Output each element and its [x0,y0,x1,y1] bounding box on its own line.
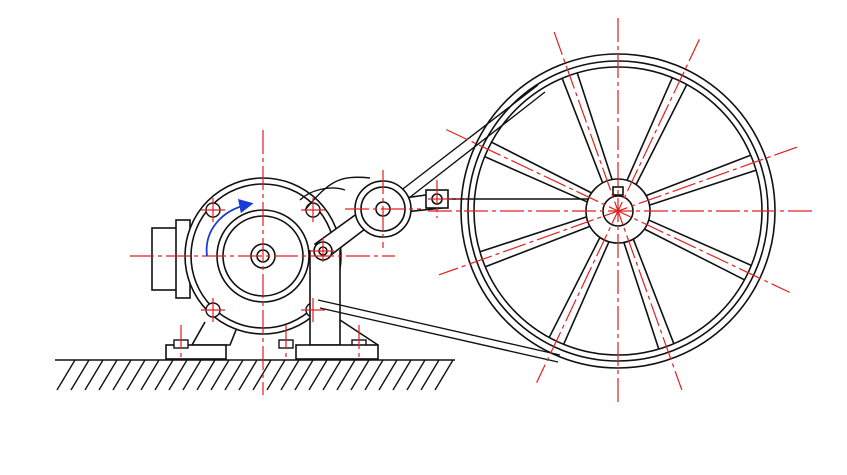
ground-hatch-line [126,359,146,391]
ground-hatch-line [70,359,90,391]
ground-hatch-line [154,359,174,391]
pulley-spoke-edge [548,237,601,339]
ground-hatch-line [378,359,398,391]
pulley-spoke-edge [644,228,746,281]
tensioner-support [295,250,379,360]
ground-hatch-line [406,359,426,391]
ground-hatch-line [308,359,328,391]
ground-base [55,359,455,391]
pulley-spoke-edge [649,169,757,206]
ground-hatch-line [112,359,132,391]
pulley-spoke-edge [626,77,674,181]
ground-hatch-line [266,359,286,391]
spoke-centerline [438,146,798,276]
ground-hatch-line [98,359,118,391]
ground-hatch-line [196,359,216,391]
pulley-spoke-edge [484,155,588,203]
ground-hatch-line [392,359,412,391]
pulley-spoke-edge [635,83,688,185]
pulley-spoke-edge [632,239,675,345]
ground-hatch-line [434,359,454,391]
ground-hatch-line [140,359,160,391]
ground-hatch-line [56,359,76,391]
ground-hatch-line [168,359,188,391]
ground-hatch-line [224,359,244,391]
spoke-centerlines [438,31,798,391]
ground-hatch-line [420,359,440,391]
ground-hatch-line [84,359,104,391]
ground-hatch-line [238,359,258,391]
ground-hatch-line [210,359,230,391]
pulley-spoke-edge [576,72,613,180]
rotation-arrow [205,199,254,257]
ground-hatch-line [364,359,384,391]
ground-hatch-line [294,359,314,391]
pulley-spoke-edge [562,241,610,345]
ground-hatch-line [252,359,272,391]
drive-belt [299,84,561,363]
tensioner-clevis [425,189,600,209]
pulley-spoke-edge [490,141,592,194]
pulley-spoke-edge [561,77,604,183]
ground-hatch-line [280,359,300,391]
ground-hatch-line [322,359,342,391]
pulley-spoke-edge [646,154,752,197]
pulley-spoke-edge [484,225,590,268]
ground-hatch-line [182,359,202,391]
pulley-spoke-edge [648,219,752,267]
ground-hatch-line [336,359,356,391]
pulley-spoke-edge [623,242,660,350]
pulley-spoke-edge [479,216,587,253]
ground-hatch-line [350,359,370,391]
